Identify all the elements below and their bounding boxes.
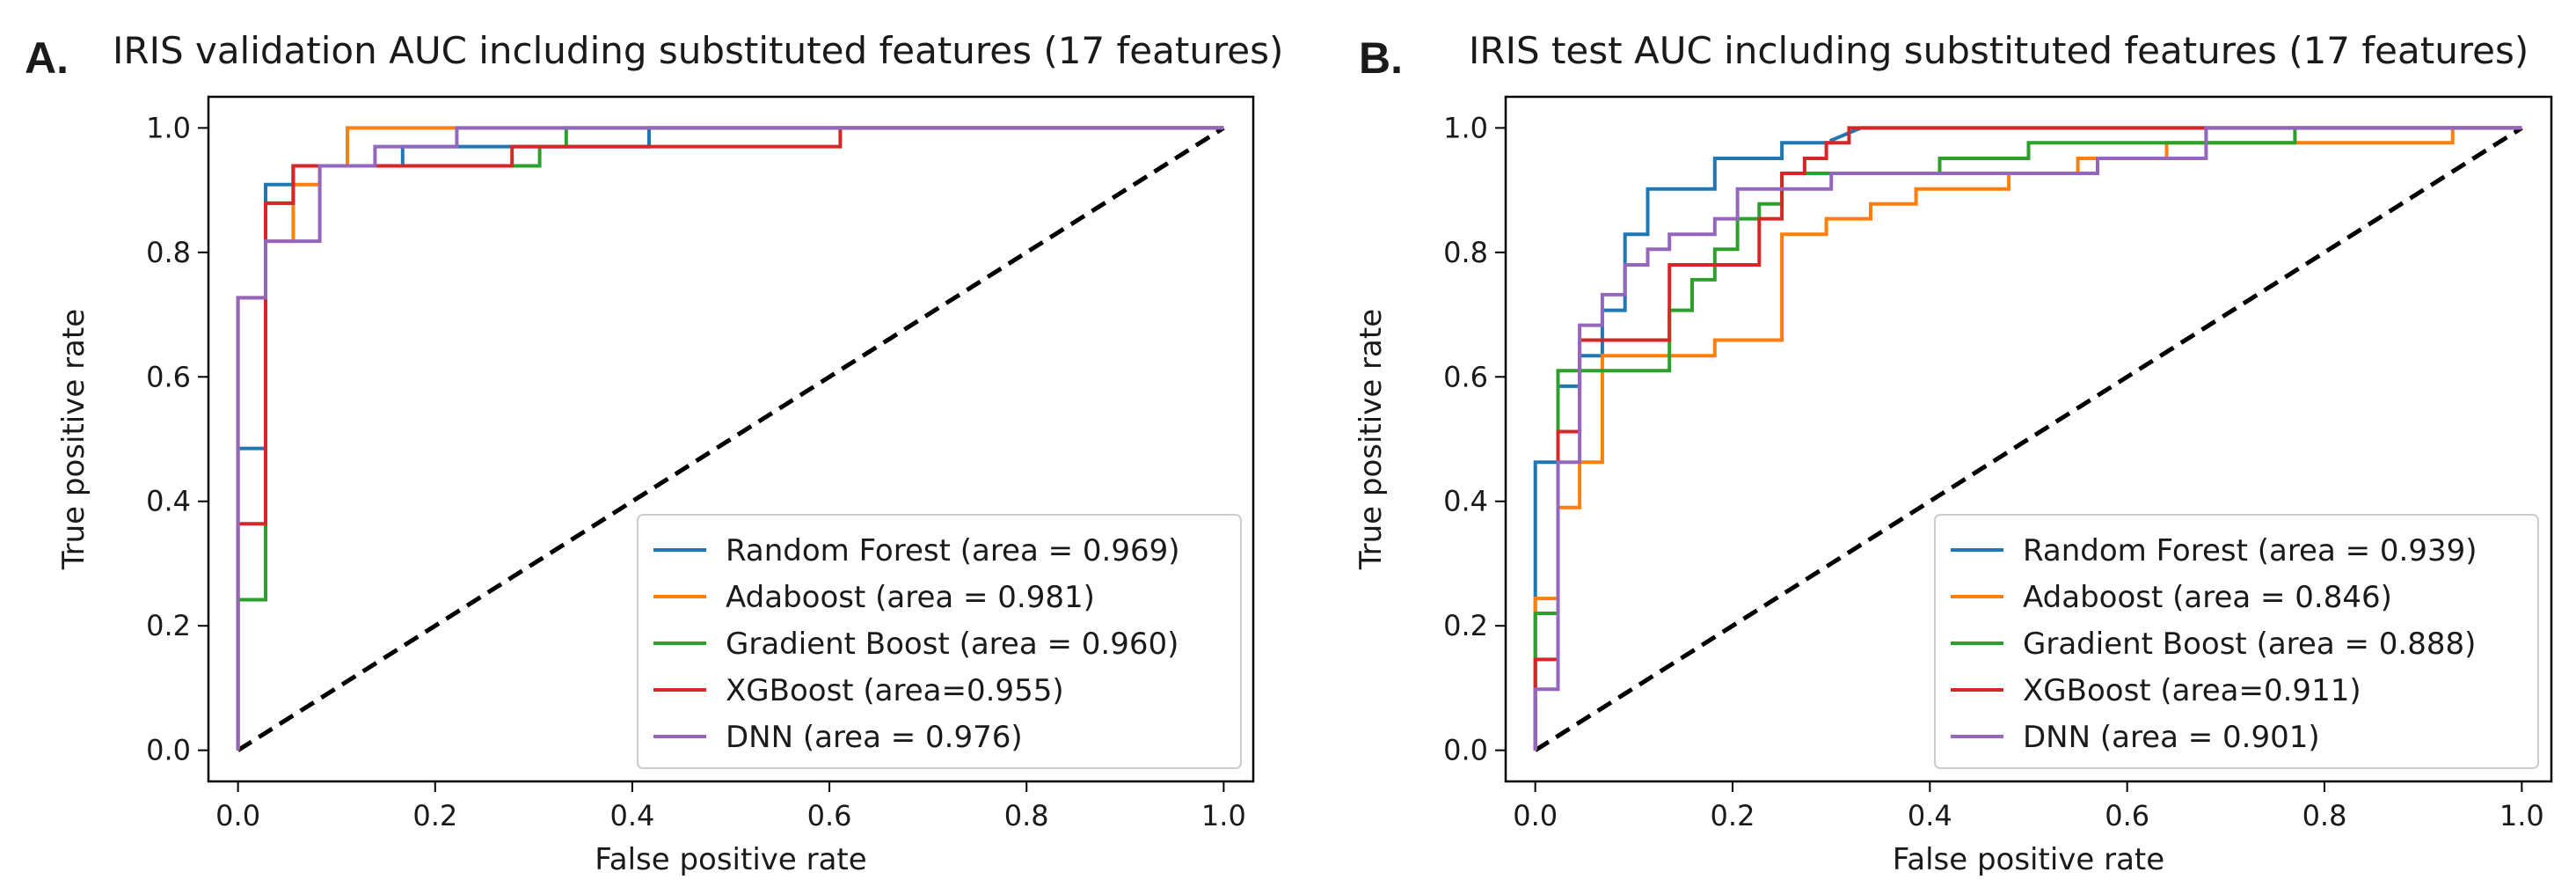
legend: Random Forest (area = 0.939) Adaboost (ar… [1934,514,2539,769]
x-tick-label: 0.8 [2302,799,2347,832]
panel-letter: A. [25,33,69,83]
x-tick-label: 0.2 [412,799,457,832]
chart-title: IRIS test AUC including substituted feat… [1469,29,2529,72]
legend-label: Random Forest (area = 0.939) [2023,533,2477,568]
legend-label: Gradient Boost (area = 0.888) [2023,627,2476,662]
x-tick-label: 0.6 [2105,799,2149,832]
legend-label: DNN (area = 0.901) [2023,720,2320,755]
x-tick-label: 0.4 [609,799,654,832]
roc-series-line [1533,126,2522,751]
y-tick-label: 0.4 [1443,485,1488,518]
roc-series-line [236,126,1224,751]
x-tick-label: 0.0 [1513,799,1558,832]
legend-label: DNN (area = 0.976) [726,720,1023,755]
y-tick-label: 0.2 [146,609,191,642]
x-tick-label: 0.0 [215,799,260,832]
chart-title: IRIS validation AUC including substitute… [113,29,1283,72]
chart-panel-b: B. IRIS test AUC including substituted fe… [1354,29,2553,877]
roc-series-line [236,126,1224,751]
y-tick-label: 0.2 [1443,609,1488,642]
x-axis-label: False positive rate [1893,842,2164,877]
roc-series-line [1533,126,2522,751]
y-tick-label: 0.6 [146,360,191,393]
y-tick-label: 0.6 [1443,360,1488,393]
legend-box [637,514,1242,769]
chance-diagonal-line [1534,126,2523,752]
y-tick-label: 0.8 [1443,236,1488,269]
y-tick-label: 0.0 [146,734,191,767]
y-tick-label: 1.0 [1443,111,1488,144]
roc-series-line [1533,126,2522,751]
legend-label: XGBoost (area=0.955) [726,673,1064,708]
x-tick-label: 0.6 [807,799,852,832]
y-axis-label: True positive rate [56,309,91,570]
y-tick-label: 1.0 [146,111,191,144]
x-axis-label: False positive rate [595,842,866,877]
roc-series-line [1533,126,2522,751]
chance-diagonal-line [237,126,1225,752]
x-tick-label: 0.8 [1004,799,1049,832]
y-axis-label: True positive rate [1354,309,1389,570]
y-tick-label: 0.0 [1443,734,1488,767]
x-tick-label: 1.0 [2499,799,2544,832]
x-tick-label: 1.0 [1201,799,1246,832]
legend-label: XGBoost (area=0.911) [2023,673,2361,708]
y-tick-label: 0.8 [146,236,191,269]
legend: Random Forest (area = 0.969) Adaboost (ar… [637,514,1242,769]
chart-panel-a: A. IRIS validation AUC including substitu… [25,29,1283,877]
legend-label: Adaboost (area = 0.981) [726,580,1095,615]
plot-frame [1504,95,2553,783]
x-tick-label: 0.4 [1908,799,1952,832]
legend-label: Gradient Boost (area = 0.960) [726,627,1179,662]
y-tick-label: 0.4 [146,485,191,518]
x-tick-label: 0.2 [1711,799,1755,832]
legend-label: Random Forest (area = 0.969) [726,533,1180,568]
legend-box [1934,514,2539,769]
plot-frame [207,95,1255,783]
legend-label: Adaboost (area = 0.846) [2023,580,2392,615]
panel-letter: B. [1359,33,1403,83]
